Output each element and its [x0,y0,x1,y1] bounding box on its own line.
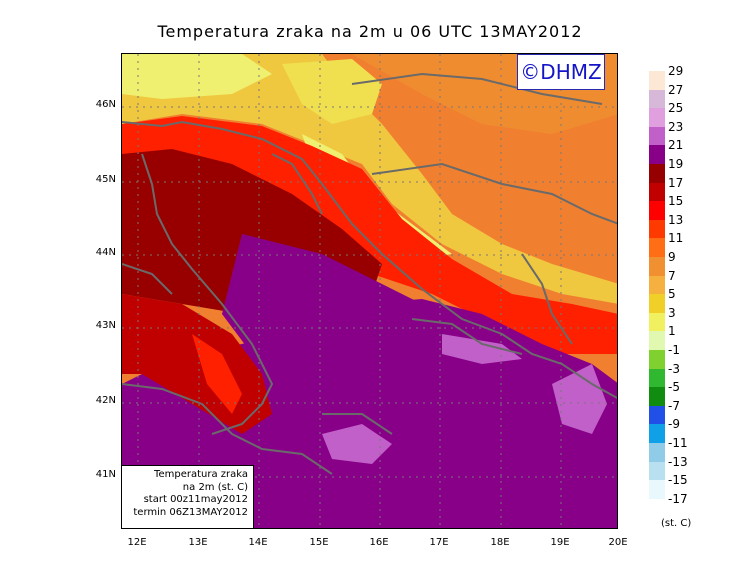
lon-label-17: 17E [429,537,449,548]
graticule [122,54,617,528]
legend-label: -17 [668,491,688,506]
legend-label: 11 [668,231,684,246]
lon-label-18: 18E [490,537,510,548]
montenegro-warm-patch [552,364,607,434]
lon-label-16: 16E [369,537,389,548]
alpine-cool-zone [122,54,272,99]
info-variable: Temperatura zraka [154,469,248,480]
legend-swatch [649,275,665,295]
legend-label: 5 [668,287,676,302]
legend-swatch [649,331,665,351]
legend-label: 23 [668,119,684,134]
legend-label: 1 [668,324,676,339]
lon-label-12: 12E [127,537,147,548]
legend-swatch [649,108,665,128]
legend-swatch [649,350,665,370]
legend-swatch [649,71,665,91]
legend-label: -13 [668,454,688,469]
legend-swatch [649,294,665,314]
lon-label-14: 14E [248,537,268,548]
legend-label: 13 [668,212,684,227]
legend-swatch [649,312,665,332]
legend-swatch [649,405,665,425]
legend-swatch [649,461,665,481]
legend-label: 27 [668,82,684,97]
coastlines [122,72,617,475]
legend-swatch [649,145,665,165]
legend-swatch [649,89,665,109]
map-title: Temperatura zraka na 2m u 06 UTC 13MAY20… [157,22,583,41]
info-unit: na 2m (st. C) [182,481,248,493]
legend-unit: (st. C) [661,518,692,529]
legend-label: 9 [668,250,676,264]
cool-zone-north [122,54,617,304]
legend-swatch [649,443,665,463]
info-start: start 00z11may2012 [143,494,248,505]
legend-label: 7 [668,268,676,283]
lat-label-41: 41N [95,469,116,480]
lat-label-43: 43N [95,320,116,331]
legend-swatch [649,424,665,444]
sea-warm-patch [322,424,392,464]
central-adriatic-field [222,234,422,354]
cool-zone-slovenia [282,59,382,124]
legend-label: -1 [668,343,680,357]
dalmatia-warm-patch [442,334,522,364]
legend-label: -15 [668,473,688,488]
legend-label: 21 [668,138,684,153]
dhmz-logo: ©DHMZ [517,54,605,90]
legend-swatch [649,219,665,239]
legend-label: -9 [668,417,680,432]
legend-swatch [649,164,665,184]
lon-label-20: 20E [608,537,628,548]
legend-label: -3 [668,361,680,376]
legend-label: 15 [668,194,684,209]
legend-label: -7 [668,398,680,413]
lat-label-44: 44N [95,247,116,258]
lon-label-13: 13E [188,537,208,548]
legend-label: 19 [668,157,684,171]
temperature-map [121,53,618,529]
lat-label-42: 42N [95,395,116,406]
legend-swatch [649,182,665,202]
info-valid-time: termin 06Z13MAY2012 [133,506,248,518]
italy-hot-spot [192,334,242,414]
lat-label-45: 45N [95,174,116,185]
forecast-info-box: Temperatura zraka na 2m (st. C) start 00… [121,465,254,529]
legend-label: 25 [668,101,684,116]
legend-swatch [649,257,665,277]
lon-label-15: 15E [309,537,329,548]
legend-label: -11 [668,436,688,450]
legend-label: -5 [668,380,680,395]
lat-label-46: 46N [95,99,116,110]
legend-swatch [649,126,665,146]
legend-swatch [649,201,665,221]
legend-swatch [649,368,665,388]
legend-swatch [649,480,665,500]
lon-label-19: 19E [550,537,570,548]
legend-swatch [649,387,665,407]
legend-swatch [649,238,665,258]
legend-label: 17 [668,175,684,190]
legend-label: 29 [668,64,684,78]
legend-label: 3 [668,305,676,320]
